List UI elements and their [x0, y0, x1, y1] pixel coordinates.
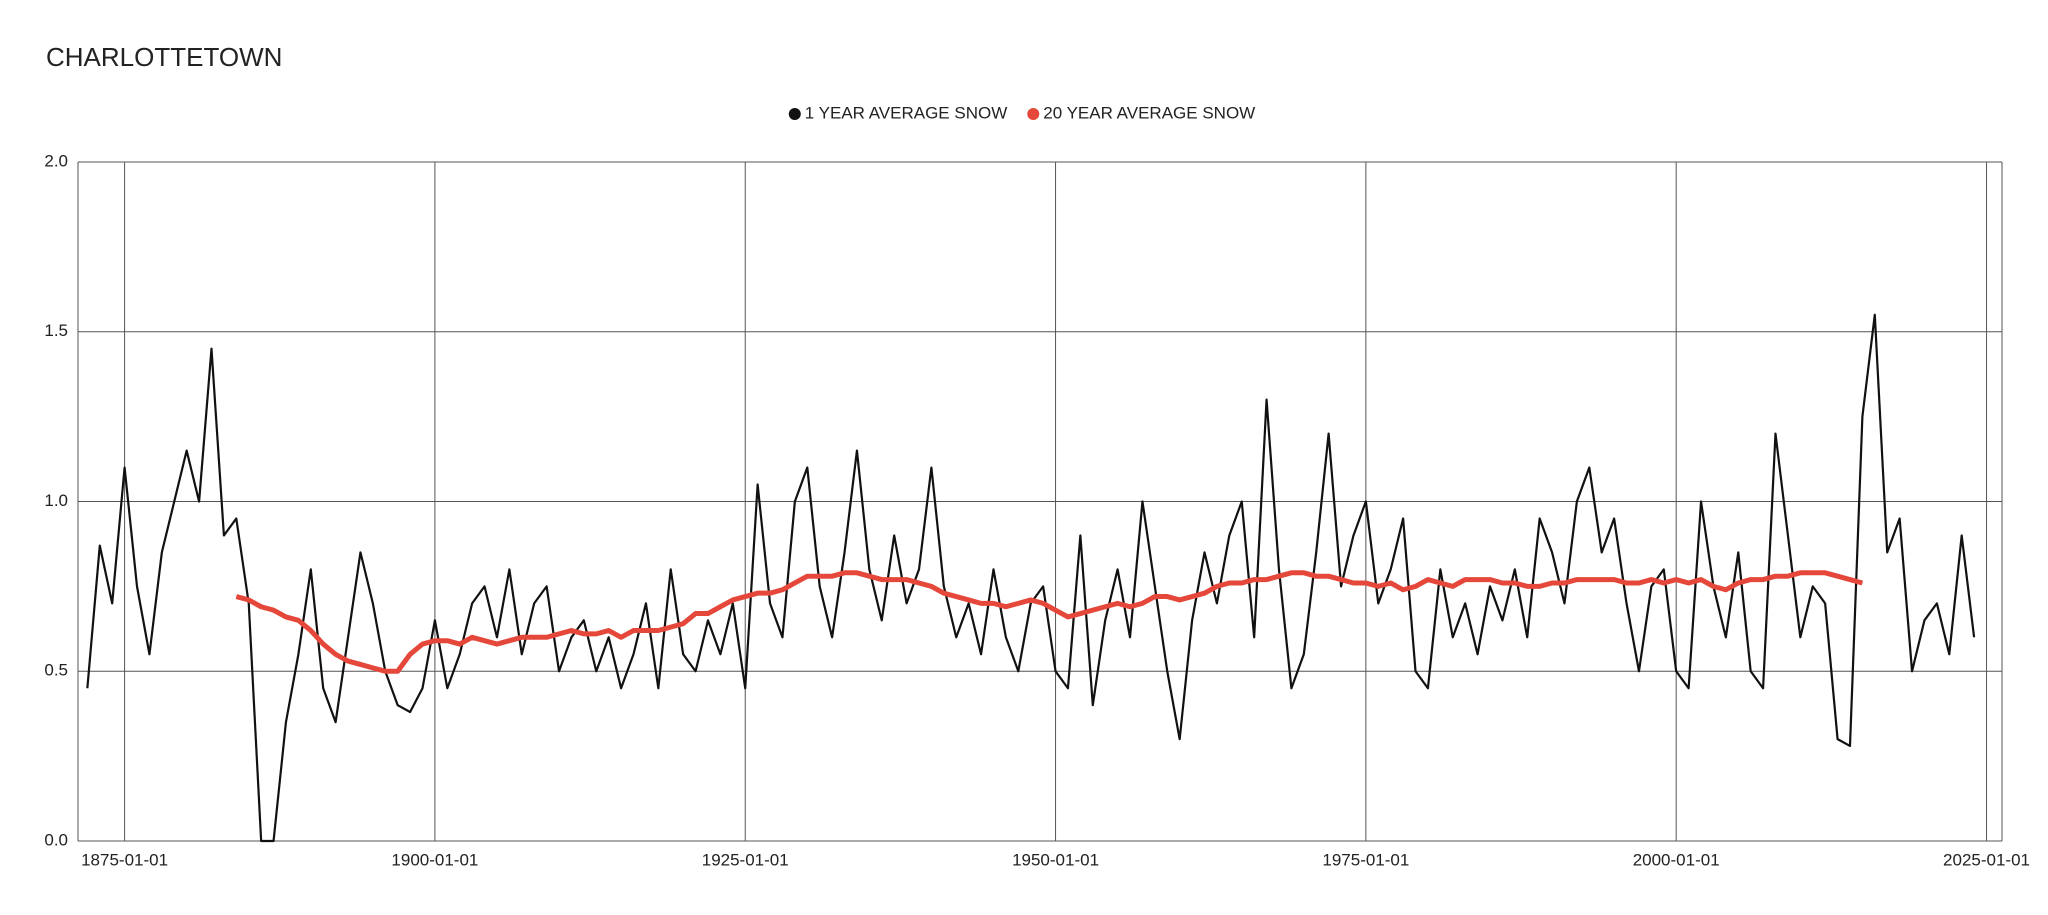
chart-title: CHARLOTTETOWN — [46, 42, 282, 72]
legend-marker — [788, 108, 801, 120]
legend-label: 20 YEAR AVERAGE SNOW — [1043, 103, 1255, 122]
legend-item: 1 YEAR AVERAGE SNOW — [788, 103, 1008, 122]
x-tick-label: 1950-01-01 — [1012, 850, 1099, 869]
x-tick-label: 1975-01-01 — [1322, 850, 1409, 869]
y-tick-label: 2.0 — [44, 151, 68, 170]
legend-label: 1 YEAR AVERAGE SNOW — [805, 103, 1008, 122]
x-tick-label: 1925-01-01 — [702, 850, 789, 869]
series-line — [86, 313, 1976, 843]
y-tick-label: 1.5 — [44, 321, 68, 340]
legend-marker — [1027, 108, 1040, 120]
x-tick-label: 1875-01-01 — [81, 850, 168, 869]
y-tick-label: 0.5 — [44, 661, 68, 680]
x-tick-label: 2025-01-01 — [1943, 850, 2030, 869]
series-line — [235, 570, 1864, 674]
x-tick-label: 2000-01-01 — [1633, 850, 1720, 869]
legend-item: 20 YEAR AVERAGE SNOW — [1027, 103, 1255, 122]
y-tick-label: 1.0 — [44, 491, 68, 510]
y-tick-label: 0.0 — [44, 830, 68, 849]
x-tick-label: 1900-01-01 — [391, 850, 478, 869]
legend: 1 YEAR AVERAGE SNOW 20 YEAR AVERAGE SNOW — [788, 103, 1255, 122]
